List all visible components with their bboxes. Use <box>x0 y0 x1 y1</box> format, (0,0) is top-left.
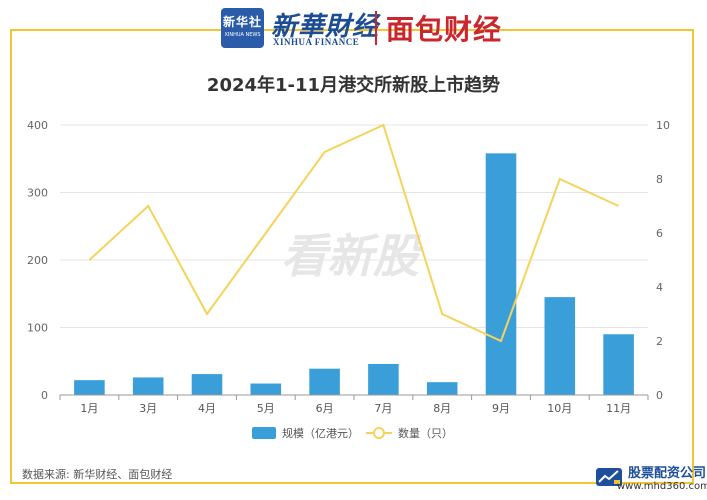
x-tick-label: 5月 <box>257 402 275 415</box>
y-left-tick-label: 300 <box>27 187 48 200</box>
x-tick-label: 4月 <box>198 402 216 415</box>
y-right-tick-label: 8 <box>656 173 663 186</box>
x-tick-label: 8月 <box>433 402 451 415</box>
x-tick-label: 9月 <box>492 402 510 415</box>
bar <box>132 377 164 395</box>
y-right-tick-label: 6 <box>656 227 663 240</box>
xinhua-news-en: XINHUA NEWS <box>224 32 261 38</box>
x-tick-label: 11月 <box>606 402 631 415</box>
data-source: 数据来源: 新华财经、面包财经 <box>22 468 173 481</box>
y-right-tick-label: 2 <box>656 335 663 348</box>
logo-divider <box>375 11 377 45</box>
y-left-tick-label: 0 <box>41 389 48 402</box>
site-url: www.mhd360.com <box>617 481 707 492</box>
x-tick-label: 3月 <box>139 402 157 415</box>
bar <box>74 380 105 395</box>
axes: 0 100 200 300 400 0 2 4 6 8 10 1月 3月 4月 5月 6月 7月 8月 9月 10月 1… <box>27 119 670 415</box>
y-right-tick-label: 10 <box>656 119 670 132</box>
bar <box>544 297 576 395</box>
bar <box>368 363 399 395</box>
site-name: 股票配资公司 <box>628 466 707 481</box>
y-right-tick-label: 0 <box>656 389 663 402</box>
x-tick-label: 10月 <box>547 402 572 415</box>
stock-site-logo-icon <box>596 468 622 486</box>
x-tick-label: 7月 <box>374 402 392 415</box>
chart-title: 2024年1-11月港交所新股上市趋势 <box>206 75 501 96</box>
line-series <box>88 123 620 343</box>
y-left-tick-label: 200 <box>27 254 48 267</box>
legend-label-bar: 规模（亿港元） <box>282 426 359 440</box>
bar <box>309 368 340 395</box>
y-left-tick-label: 400 <box>27 119 48 132</box>
grid-lines <box>60 124 648 328</box>
watermark: 看新股 <box>281 229 424 283</box>
bar <box>191 374 223 395</box>
y-right-tick-label: 4 <box>656 281 663 294</box>
legend-swatch-bar <box>252 427 276 439</box>
xinhua-news-logo: 新华社 XINHUA NEWS <box>221 8 264 48</box>
legend: 规模（亿港元） 数量（只） <box>252 426 453 440</box>
watermark-layer: 看新股 <box>281 229 424 283</box>
header: 新华社 XINHUA NEWS 新華財经 XINHUA FINANCE 面包财经 <box>0 0 707 52</box>
x-tick-label: 6月 <box>316 402 334 415</box>
bar-series <box>74 153 634 395</box>
legend-swatch-marker <box>373 427 385 439</box>
bar <box>603 334 634 395</box>
xinhua-finance-logo-cn: 新華財经 <box>271 12 380 42</box>
bar <box>250 383 282 395</box>
legend-label-line: 数量（只） <box>398 427 453 440</box>
bar <box>426 382 458 395</box>
mianbao-finance-logo: 面包财经 <box>386 13 503 46</box>
xinhua-news-cn: 新华社 <box>222 15 262 29</box>
xinhua-finance-logo-en: XINHUA FINANCE <box>273 37 360 47</box>
line-path <box>88 123 620 343</box>
bar <box>485 153 517 395</box>
x-tick-label: 1月 <box>80 402 98 415</box>
chart-frame <box>10 29 694 484</box>
y-left-tick-label: 100 <box>27 322 48 335</box>
